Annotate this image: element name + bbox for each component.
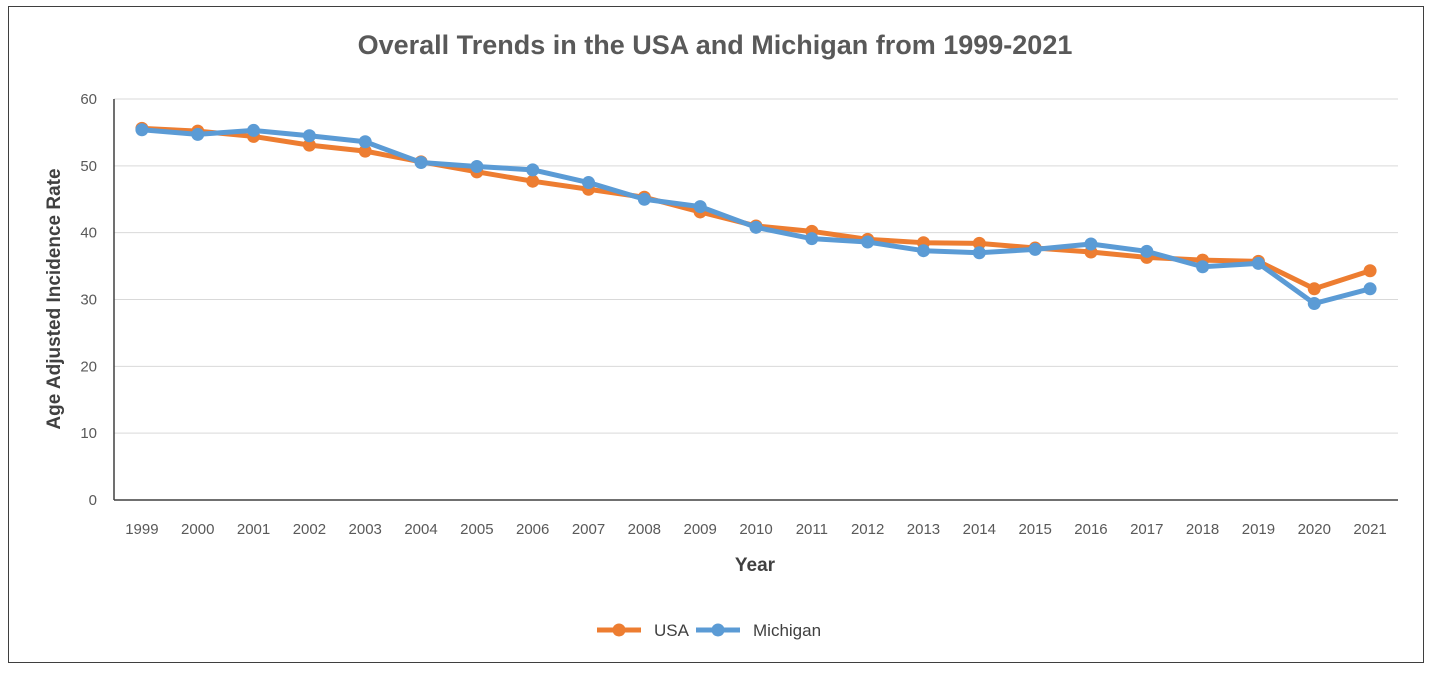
x-tick-label: 2004 — [404, 521, 437, 538]
data-point-michigan — [1196, 260, 1210, 274]
chart-frame — [8, 6, 1424, 663]
legend: USA Michigan — [597, 621, 821, 640]
data-point-michigan — [1251, 256, 1265, 270]
legend-item-usa: USA — [597, 621, 690, 640]
data-point-michigan — [470, 160, 484, 174]
legend-item-michigan: Michigan — [696, 621, 821, 640]
series-line-michigan — [139, 127, 1373, 307]
gridlines — [114, 98, 1398, 434]
x-tick-label: 2015 — [1018, 521, 1051, 538]
data-point-michigan — [916, 244, 930, 258]
data-point-michigan — [1084, 237, 1098, 251]
x-tick-label: 2017 — [1130, 521, 1163, 538]
x-tick-label: 2000 — [181, 521, 214, 538]
x-tick-label: 2013 — [907, 521, 940, 538]
data-point-michigan — [414, 155, 428, 169]
x-tick-label: 2008 — [628, 521, 661, 538]
x-tick-labels: 1999 2000 2001 2002 2003 2004 2005 2006 2007 2008… — [125, 521, 1387, 538]
x-tick-label: 2011 — [796, 521, 828, 538]
data-point-michigan — [247, 123, 261, 137]
y-tick-label: 20 — [80, 358, 97, 375]
data-point-usa — [972, 236, 986, 250]
data-point-michigan — [693, 200, 707, 214]
x-tick-label: 2021 — [1353, 521, 1386, 538]
series-usa — [135, 121, 1377, 296]
x-tick-label: 2020 — [1298, 521, 1331, 538]
series-layer — [135, 121, 1377, 311]
x-axis-title: Year — [735, 555, 776, 576]
data-point-michigan — [1307, 297, 1321, 311]
data-point-usa — [526, 174, 540, 188]
series-michigan — [135, 123, 1377, 311]
data-point-michigan — [302, 129, 316, 143]
data-point-michigan — [972, 246, 986, 260]
legend-swatch-marker — [711, 623, 725, 637]
data-point-michigan — [861, 235, 875, 249]
data-point-michigan — [1028, 242, 1042, 256]
y-tick-label: 40 — [80, 225, 97, 242]
x-tick-label: 2018 — [1186, 521, 1219, 538]
data-point-michigan — [805, 232, 819, 246]
x-tick-label: 2012 — [851, 521, 884, 538]
x-tick-label: 2016 — [1074, 521, 1107, 538]
data-point-usa — [302, 138, 316, 152]
y-tick-label: 10 — [80, 425, 97, 442]
x-tick-label: 2014 — [963, 521, 996, 538]
data-point-michigan — [191, 127, 205, 141]
y-tick-label: 50 — [80, 158, 97, 175]
y-tick-label: 0 — [89, 492, 97, 509]
y-axis-title: Age Adjusted Incidence Rate — [44, 168, 65, 429]
data-point-michigan — [582, 176, 596, 190]
legend-swatch-marker — [612, 623, 626, 637]
chart-title: Overall Trends in the USA and Michigan f… — [358, 30, 1073, 60]
data-point-michigan — [1140, 244, 1154, 258]
data-point-michigan — [526, 163, 540, 177]
data-point-michigan — [358, 135, 372, 149]
x-tick-label: 2001 — [237, 521, 270, 538]
x-tick-label: 2019 — [1242, 521, 1275, 538]
x-tick-label: 2002 — [293, 521, 326, 538]
data-point-usa — [358, 144, 372, 158]
y-tick-label: 30 — [80, 292, 97, 309]
series-line-usa — [139, 125, 1373, 292]
legend-label: USA — [654, 621, 690, 640]
data-point-michigan — [135, 123, 149, 137]
data-point-michigan — [637, 192, 651, 206]
x-tick-label: 2005 — [460, 521, 493, 538]
x-tick-label: 2007 — [572, 521, 605, 538]
data-point-michigan — [749, 220, 763, 234]
data-point-usa — [1307, 282, 1321, 296]
data-point-usa — [1363, 264, 1377, 278]
y-tick-label: 60 — [80, 91, 97, 108]
x-tick-label: 2009 — [683, 521, 716, 538]
x-tick-label: 2006 — [516, 521, 549, 538]
data-point-michigan — [1363, 282, 1377, 296]
x-tick-label: 2010 — [739, 521, 772, 538]
x-tick-label: 2003 — [349, 521, 382, 538]
x-tick-label: 1999 — [125, 521, 158, 538]
y-tick-labels: 0 10 20 30 40 50 60 — [80, 91, 97, 509]
legend-label: Michigan — [753, 621, 821, 640]
